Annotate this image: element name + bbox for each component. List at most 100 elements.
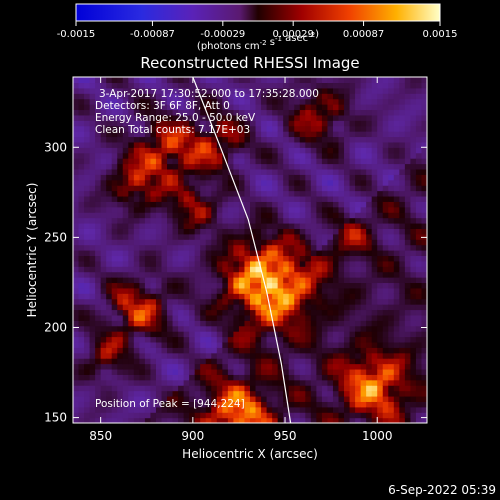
heatmap-cell [216,401,223,408]
heatmap-cell [78,136,85,143]
heatmap-cell [404,277,412,284]
heatmap-cell [261,168,268,175]
heatmap-cell [117,185,124,192]
heatmap-cell [178,266,185,273]
heatmap-cell [272,341,279,348]
heatmap-cell [261,390,268,397]
heatmap-cell [388,93,395,100]
heatmap-cell [183,412,190,419]
heatmap-cell [288,201,295,208]
heatmap-cell [277,179,284,186]
heatmap-cell [332,277,340,284]
heatmap-cell [122,395,129,402]
heatmap-cell [189,277,196,284]
heatmap-cell [332,147,340,154]
heatmap-cell [261,174,268,181]
heatmap-cell [332,239,340,246]
heatmap-cell [272,212,279,219]
heatmap-cell [250,228,257,235]
heatmap-cell [95,244,102,251]
heatmap-cell [84,158,91,165]
heatmap-cell [366,417,373,423]
heatmap-cell [167,98,174,105]
heatmap-cell [327,185,334,192]
heatmap-cell [238,179,246,186]
heatmap-cell [233,412,240,419]
heatmap-cell [316,239,323,246]
heatmap-cell [211,206,218,213]
heatmap-cell [133,212,140,219]
heatmap-cell [338,395,345,402]
heatmap-cell [255,201,262,208]
heatmap-cell [84,141,91,148]
heatmap-cell [266,320,273,327]
heatmap-cell [299,271,306,278]
heatmap-cell [227,260,235,267]
heatmap-cell [95,158,102,165]
heatmap-cell [200,82,207,89]
heatmap-cell [288,314,295,321]
heatmap-cell [139,93,146,100]
heatmap-cell [305,125,312,132]
heatmap-cell [128,358,135,365]
heatmap-cell [399,152,406,159]
heatmap-cell [294,93,301,100]
heatmap-cell [233,163,240,170]
heatmap-cell [250,217,257,224]
heatmap-cell [216,152,223,159]
heatmap-cell [227,136,235,143]
heatmap-cell [222,379,229,386]
heatmap-cell [84,82,91,89]
heatmap-cell [310,379,317,386]
heatmap-cell [371,131,378,138]
heatmap-cell [294,401,301,408]
heatmap-cell [73,277,80,284]
heatmap-cell [117,250,124,257]
heatmap-cell [211,93,218,100]
heatmap-cell [255,390,262,397]
heatmap-cell [338,255,345,262]
heatmap-cell [261,136,268,143]
heatmap-cell [377,298,384,305]
heatmap-cell [404,77,412,84]
heatmap-cell [310,309,317,316]
heatmap-cell [288,401,295,408]
heatmap-cell [194,217,201,224]
heatmap-cell [277,131,284,138]
heatmap-cell [349,368,356,375]
heatmap-cell [100,174,107,181]
heatmap-cell [211,136,218,143]
heatmap-cell [78,217,85,224]
heatmap-cell [95,379,102,386]
heatmap-cell [250,250,257,257]
heatmap-cell [216,174,223,181]
heatmap-cell [360,347,367,354]
heatmap-cell [377,293,384,300]
heatmap-cell [172,417,179,423]
heatmap-cell [421,136,427,143]
heatmap-cell [410,390,417,397]
heatmap-cell [371,287,378,294]
heatmap-cell [332,412,340,419]
heatmap-cell [95,109,102,116]
heatmap-cell [227,304,235,311]
heatmap-cell [139,206,146,213]
heatmap-cell [316,168,323,175]
heatmap-cell [194,233,201,240]
heatmap-cell [399,228,406,235]
heatmap-cell [266,255,273,262]
heatmap-cell [332,341,340,348]
heatmap-cell [327,168,334,175]
heatmap-cell [344,287,351,294]
heatmap-cell [288,368,295,375]
heatmap-cell [299,352,306,359]
heatmap-cell [399,336,406,343]
heatmap-cell [238,77,246,84]
heatmap-cell [404,395,412,402]
heatmap-cell [388,363,395,370]
heatmap-cell [155,379,163,386]
heatmap-cell [261,282,268,289]
heatmap-cell [266,141,273,148]
heatmap-cell [399,206,406,213]
heatmap-cell [421,87,427,94]
